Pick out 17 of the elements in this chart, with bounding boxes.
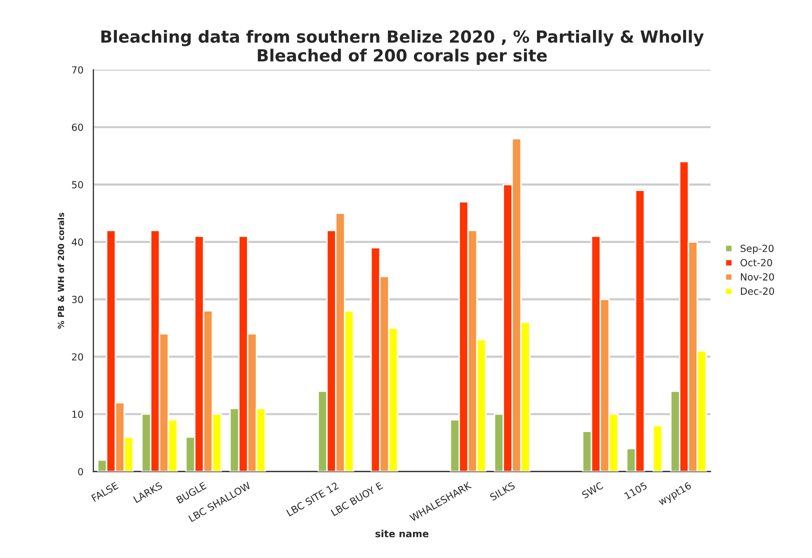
legend-label: Sep-20	[740, 244, 774, 254]
y-axis-title: % PB & WH of 200 corals	[58, 212, 64, 329]
legend-label: Oct-20	[740, 258, 772, 266]
y-tick-label: 60	[72, 124, 84, 131]
x-axis-title: site name	[375, 530, 428, 538]
y-tick-label: 40	[72, 238, 84, 246]
y-tick-label: 0	[78, 468, 84, 476]
y-tick-label: 30	[72, 296, 84, 304]
y-tick-label: 70	[72, 66, 84, 74]
x-tick-label: SWC	[581, 482, 604, 499]
legend-label: Dec-20	[740, 288, 774, 295]
y-tick-label: 50	[72, 181, 84, 188]
y-tick-label: 20	[72, 353, 84, 361]
legend-label: Nov-20	[740, 273, 774, 281]
bar	[652, 424, 663, 472]
chart-title: Bleaching data from southern Belize 2020 , % Partially & Wholly Bleached of 200 corals per site	[101, 30, 704, 65]
y-tick-label: 10	[72, 410, 84, 418]
